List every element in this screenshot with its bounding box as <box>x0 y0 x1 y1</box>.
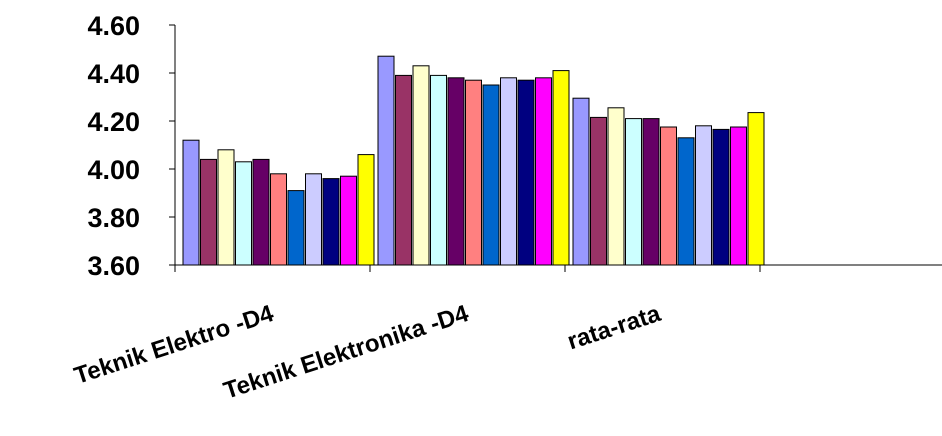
y-tick-label: 4.40 <box>87 59 140 89</box>
bar <box>572 97 590 266</box>
bar <box>712 128 730 266</box>
bar <box>340 175 357 266</box>
y-tick-label: 4.00 <box>87 155 140 185</box>
y-tick-label: 4.20 <box>87 107 140 137</box>
bar <box>395 74 412 266</box>
bar <box>500 77 517 266</box>
axes <box>174 25 942 272</box>
bar <box>447 77 465 266</box>
bar <box>695 125 712 266</box>
y-tick-label: 3.60 <box>87 251 140 281</box>
bar <box>465 79 482 266</box>
bar <box>252 158 270 266</box>
bar <box>535 77 552 266</box>
bar <box>590 116 607 266</box>
bar <box>677 137 695 266</box>
bar <box>552 70 570 266</box>
bar <box>287 190 305 266</box>
bar <box>200 158 217 266</box>
bar <box>217 149 235 266</box>
bar <box>412 65 430 266</box>
bar <box>322 178 340 266</box>
y-tick-label: 3.80 <box>87 203 140 233</box>
bar <box>377 55 395 266</box>
bar <box>182 139 200 266</box>
bar <box>517 79 535 266</box>
bar <box>305 173 322 266</box>
bar <box>747 112 765 266</box>
y-axis-ticks: 3.60 3.80 4.00 4.20 4.40 4.60 <box>87 11 175 281</box>
bar <box>270 173 287 266</box>
bar <box>607 107 625 266</box>
y-tick-label: 4.60 <box>87 11 140 41</box>
bars <box>182 55 765 266</box>
x-category-label: rata-rata <box>564 300 664 356</box>
bar <box>642 118 660 266</box>
bar <box>357 154 375 266</box>
bar <box>235 161 252 266</box>
bar <box>660 126 677 266</box>
bar <box>430 74 447 266</box>
bar <box>482 84 500 266</box>
bar <box>730 126 747 266</box>
bar <box>625 118 642 266</box>
